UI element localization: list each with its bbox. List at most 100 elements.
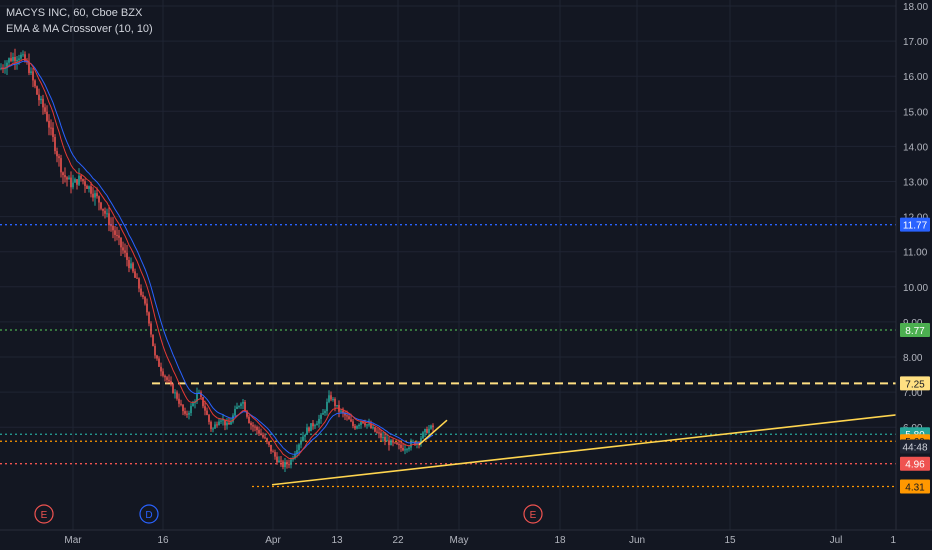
- candle: [378, 428, 380, 439]
- candle: [198, 389, 200, 394]
- candle: [108, 205, 110, 232]
- candle: [388, 436, 390, 451]
- candle: [330, 391, 332, 402]
- event-marker-d[interactable]: D: [139, 504, 159, 524]
- candle-body: [282, 461, 284, 468]
- candle-body: [328, 395, 330, 402]
- candle: [136, 273, 138, 279]
- price-label-4.31[interactable]: 4.31: [900, 479, 930, 494]
- ema-line: [0, 58, 434, 460]
- candle: [298, 443, 300, 456]
- candle-body: [102, 208, 104, 211]
- candle-body: [320, 414, 322, 419]
- candle: [40, 95, 42, 105]
- candle-body: [22, 54, 24, 56]
- candle-body: [326, 401, 328, 412]
- candle-body: [232, 415, 234, 422]
- price-label-7.25[interactable]: 7.25: [900, 376, 930, 391]
- y-tick-label: 7.00: [903, 388, 923, 399]
- candle: [374, 426, 376, 433]
- candle: [226, 417, 228, 430]
- price-label-4.96[interactable]: 4.96: [900, 456, 930, 471]
- candle-body: [10, 58, 12, 61]
- candle-body: [350, 419, 352, 422]
- candle: [172, 382, 174, 394]
- candle: [126, 244, 128, 267]
- breakout-trendline[interactable]: [418, 419, 448, 446]
- candle-body: [48, 120, 50, 128]
- candle: [290, 457, 292, 469]
- candle: [264, 433, 266, 440]
- candle: [106, 208, 108, 218]
- candle: [62, 171, 64, 184]
- candle-body: [106, 213, 108, 215]
- candle-body: [16, 59, 18, 62]
- candle-body: [336, 405, 338, 407]
- candle-body: [306, 427, 308, 435]
- time-axis[interactable]: Mar 16 Apr 13 22 May 18 Jun 15 Jul 1: [64, 535, 896, 546]
- candle: [112, 217, 114, 239]
- candle-body: [40, 98, 42, 101]
- candle: [196, 387, 198, 404]
- x-tick-label: May: [450, 535, 469, 546]
- candle-body: [334, 398, 336, 406]
- candle: [74, 177, 76, 183]
- candle-body: [8, 58, 10, 63]
- x-tick-label: Jun: [629, 535, 645, 546]
- event-marker-circle: [34, 504, 54, 524]
- symbol-title[interactable]: MACYS INC, 60, Cboe BZX: [6, 7, 143, 19]
- countdown-label-text: 44:48: [902, 443, 927, 454]
- candle-body: [86, 185, 88, 189]
- candle: [214, 421, 216, 430]
- candle-body: [270, 444, 272, 452]
- candle: [326, 398, 328, 416]
- candle-body: [284, 461, 286, 468]
- candle: [390, 438, 392, 446]
- candle: [70, 171, 72, 194]
- price-label-text: 8.77: [905, 326, 925, 337]
- candle-body: [234, 409, 236, 416]
- candle: [82, 178, 84, 185]
- indicator-title[interactable]: EMA & MA Crossover (10, 10): [6, 23, 153, 35]
- candle: [150, 321, 152, 338]
- price-label-bg: [900, 376, 930, 391]
- candle: [164, 374, 166, 382]
- event-marker-e[interactable]: E: [34, 504, 54, 524]
- candle: [316, 420, 318, 426]
- candle: [288, 459, 290, 469]
- candle-body: [322, 412, 324, 415]
- candle: [44, 103, 46, 115]
- candle-body: [318, 418, 320, 424]
- candle-body: [218, 421, 220, 426]
- candle-body: [286, 461, 288, 465]
- event-marker-label: E: [530, 510, 537, 521]
- candle-body: [56, 151, 58, 157]
- candle-body: [226, 422, 228, 426]
- event-marker-e[interactable]: E: [523, 504, 543, 524]
- candle: [242, 398, 244, 410]
- candle: [170, 376, 172, 387]
- candle-body: [400, 444, 402, 449]
- candle-body: [360, 422, 362, 425]
- candle: [268, 441, 270, 448]
- candle: [362, 421, 364, 425]
- horizontal-levels: [0, 224, 896, 488]
- y-tick-label: 13.00: [903, 178, 928, 189]
- candle: [394, 441, 396, 444]
- candle-body: [272, 451, 274, 453]
- price-label-11.77[interactable]: 11.77: [900, 217, 930, 232]
- candle: [28, 53, 30, 76]
- candle: [376, 427, 378, 434]
- candle-body: [256, 426, 258, 431]
- candle: [178, 393, 180, 408]
- support-trendline[interactable]: [271, 414, 897, 486]
- candle: [190, 403, 192, 417]
- candle-body: [290, 459, 292, 465]
- candle: [32, 67, 34, 88]
- candle-body: [212, 428, 214, 430]
- price-label-8.77[interactable]: 8.77: [900, 322, 930, 337]
- countdown-label-bg: [900, 439, 930, 454]
- price-label-text: 4.31: [905, 483, 925, 494]
